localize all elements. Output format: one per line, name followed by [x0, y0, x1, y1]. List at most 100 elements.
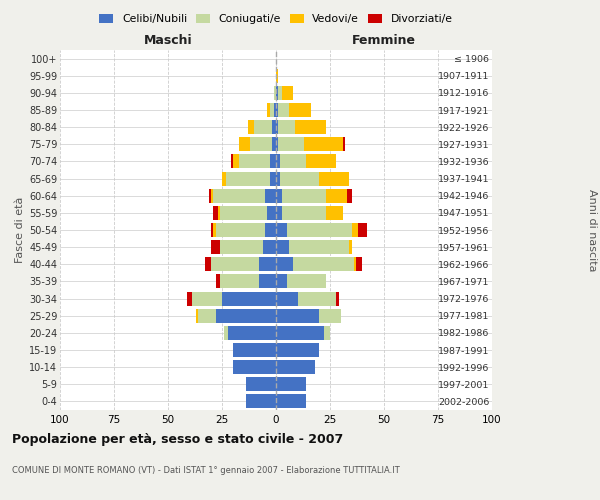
Bar — [215, 223, 265, 237]
Bar — [272, 138, 276, 151]
Bar — [274, 86, 276, 100]
Bar — [220, 206, 268, 220]
Bar — [220, 240, 263, 254]
Bar — [349, 240, 352, 254]
Bar — [187, 292, 192, 306]
Bar — [233, 343, 276, 357]
Bar — [276, 378, 306, 392]
Bar — [269, 172, 276, 185]
Text: Anni di nascita: Anni di nascita — [587, 188, 597, 271]
Bar — [276, 172, 280, 185]
Bar — [233, 154, 239, 168]
Bar — [226, 172, 269, 185]
Bar — [276, 68, 278, 82]
Bar — [233, 360, 276, 374]
Bar — [246, 378, 276, 392]
Bar — [230, 154, 233, 168]
Bar — [276, 240, 289, 254]
Bar — [278, 138, 304, 151]
Bar — [287, 223, 352, 237]
Bar — [268, 206, 276, 220]
Bar — [276, 154, 280, 168]
Bar — [319, 308, 341, 322]
Bar — [352, 223, 358, 237]
Bar — [276, 394, 306, 408]
Text: Femmine: Femmine — [352, 34, 416, 46]
Bar — [280, 172, 319, 185]
Bar — [192, 292, 222, 306]
Bar — [214, 206, 218, 220]
Bar — [276, 206, 283, 220]
Bar — [326, 206, 343, 220]
Bar — [209, 188, 211, 202]
Bar — [211, 258, 259, 272]
Bar — [239, 154, 269, 168]
Bar — [354, 258, 356, 272]
Bar — [222, 172, 226, 185]
Bar — [276, 343, 319, 357]
Bar — [211, 240, 220, 254]
Bar — [278, 120, 295, 134]
Bar — [276, 188, 283, 202]
Bar — [304, 138, 343, 151]
Bar — [272, 120, 276, 134]
Bar — [215, 274, 220, 288]
Bar — [276, 274, 287, 288]
Bar — [283, 86, 293, 100]
Bar — [220, 274, 259, 288]
Bar — [326, 188, 347, 202]
Bar — [229, 326, 276, 340]
Bar — [265, 188, 276, 202]
Bar — [276, 223, 287, 237]
Bar — [276, 258, 293, 272]
Bar — [263, 240, 276, 254]
Bar — [295, 120, 326, 134]
Bar — [215, 308, 276, 322]
Bar — [293, 258, 354, 272]
Bar — [287, 274, 326, 288]
Bar — [269, 154, 276, 168]
Legend: Celibi/Nubili, Coniugati/e, Vedovi/e, Divorziati/e: Celibi/Nubili, Coniugati/e, Vedovi/e, Di… — [100, 14, 452, 24]
Text: Maschi: Maschi — [143, 34, 193, 46]
Bar — [211, 223, 214, 237]
Bar — [214, 188, 265, 202]
Bar — [268, 103, 269, 117]
Bar — [347, 188, 352, 202]
Bar — [259, 258, 276, 272]
Bar — [306, 154, 337, 168]
Bar — [276, 120, 278, 134]
Bar — [218, 206, 220, 220]
Bar — [283, 188, 326, 202]
Bar — [276, 103, 278, 117]
Bar — [276, 308, 319, 322]
Bar — [265, 223, 276, 237]
Bar — [278, 86, 283, 100]
Bar — [358, 223, 367, 237]
Bar — [343, 138, 345, 151]
Bar — [276, 292, 298, 306]
Bar — [248, 120, 254, 134]
Y-axis label: Fasce di età: Fasce di età — [14, 197, 25, 263]
Bar — [205, 258, 211, 272]
Bar — [276, 326, 323, 340]
Bar — [211, 188, 214, 202]
Bar — [356, 258, 362, 272]
Bar — [198, 308, 215, 322]
Bar — [337, 292, 338, 306]
Bar — [196, 308, 198, 322]
Bar — [259, 274, 276, 288]
Bar — [276, 86, 278, 100]
Bar — [323, 326, 330, 340]
Bar — [289, 240, 349, 254]
Bar — [239, 138, 250, 151]
Bar — [222, 292, 276, 306]
Bar — [250, 138, 272, 151]
Bar — [283, 206, 326, 220]
Bar — [254, 120, 272, 134]
Bar — [298, 292, 337, 306]
Bar — [276, 138, 278, 151]
Bar — [319, 172, 349, 185]
Bar — [289, 103, 311, 117]
Bar — [280, 154, 306, 168]
Text: Popolazione per età, sesso e stato civile - 2007: Popolazione per età, sesso e stato civil… — [12, 432, 343, 446]
